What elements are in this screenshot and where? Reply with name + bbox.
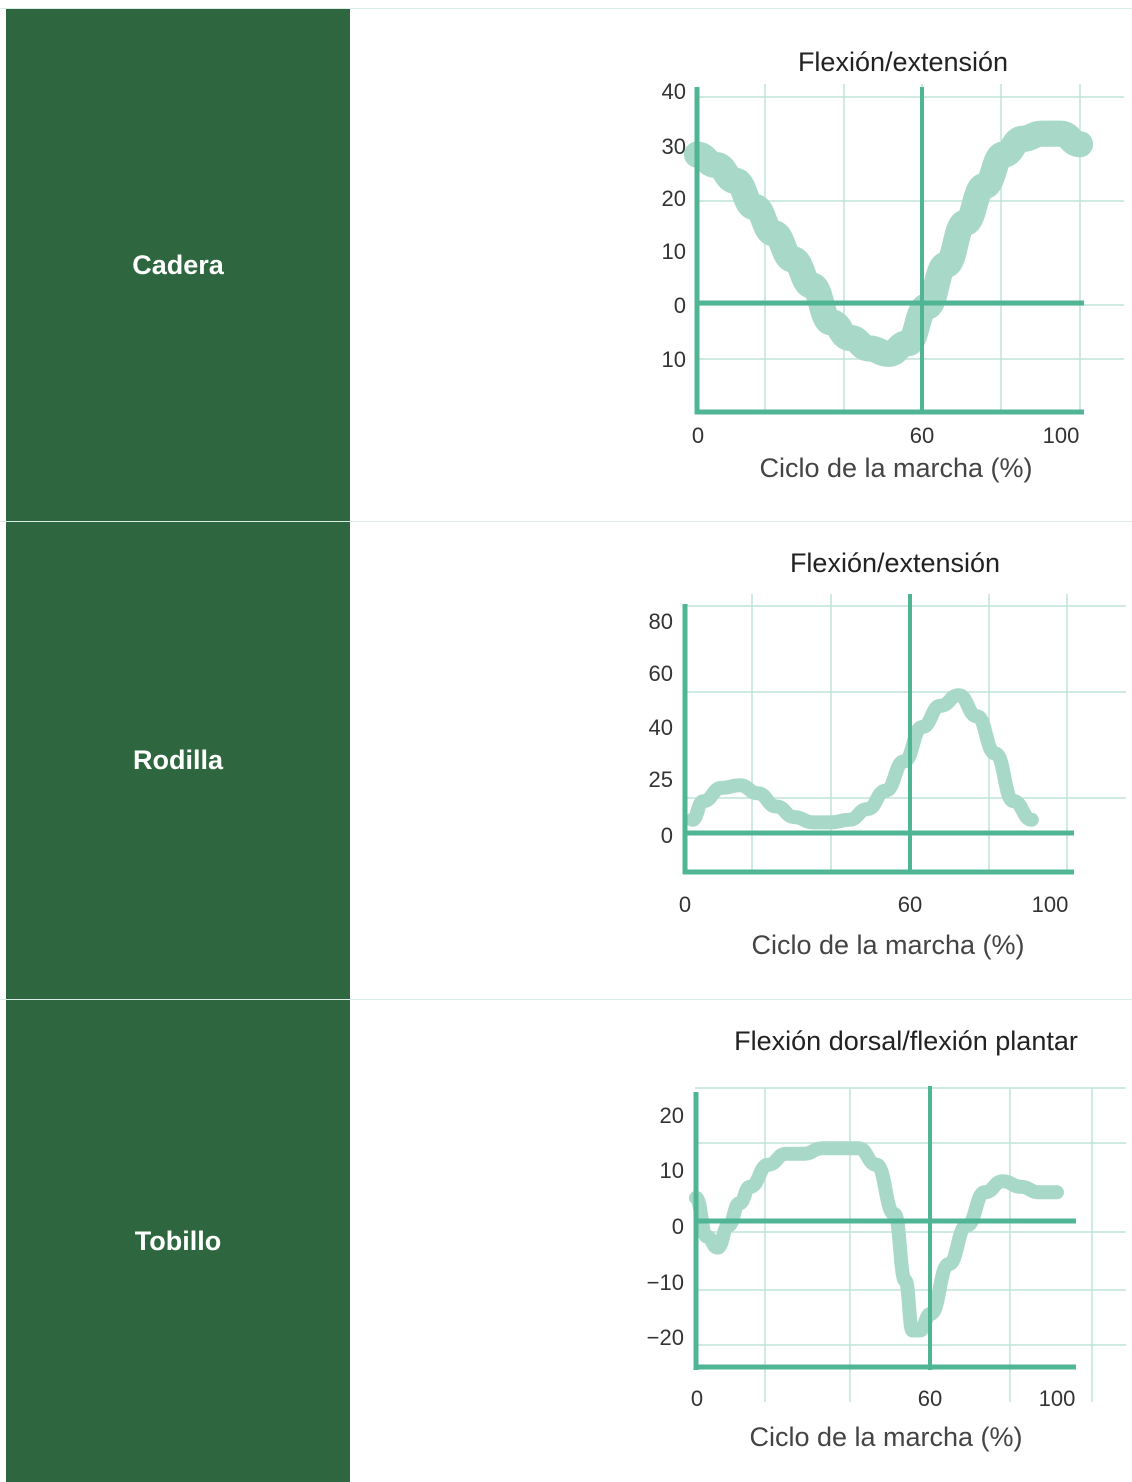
x-tick-labels: 0 60 100 (692, 423, 1079, 448)
x-tick-label: 0 (691, 1386, 703, 1411)
y-tick-label: 25 (649, 767, 673, 792)
y-tick-label: 40 (662, 79, 686, 104)
y-tick-labels: 20 10 0 −10 −20 (647, 1103, 684, 1350)
row-label-cell: Tobillo (6, 1000, 350, 1482)
y-tick-label: 10 (660, 1158, 684, 1183)
chart-title: Flexión dorsal/flexión plantar (734, 1026, 1078, 1056)
x-tick-label: 60 (898, 892, 922, 917)
knee-chart: Flexión/extensión 80 60 40 25 0 0 60 100… (649, 548, 1126, 960)
x-tick-label: 100 (1043, 423, 1080, 448)
row-label-cadera: Cadera (132, 249, 224, 280)
x-tick-labels: 0 60 100 (679, 892, 1068, 917)
x-tick-label: 100 (1039, 1386, 1076, 1411)
ankle-chart: Flexión dorsal/flexión plantar 20 10 0 −… (647, 1026, 1126, 1452)
y-tick-label: 40 (649, 715, 673, 740)
y-tick-label: −20 (647, 1325, 684, 1350)
x-tick-labels: 0 60 100 (691, 1386, 1075, 1411)
y-tick-label: 30 (662, 134, 686, 159)
y-tick-label: 0 (661, 823, 673, 848)
chart-axes (693, 1086, 1076, 1370)
row-label-cell: Rodilla (6, 522, 350, 999)
x-tick-label: 0 (692, 423, 704, 448)
chart-title: Flexión/extensión (790, 548, 1000, 578)
y-tick-labels: 40 30 20 10 0 10 (662, 79, 686, 372)
hip-chart: Flexión/extensión 40 30 20 10 0 10 0 60 … (662, 47, 1124, 483)
y-tick-label: 20 (660, 1103, 684, 1128)
row-label-rodilla: Rodilla (132, 745, 223, 775)
x-tick-label: 0 (679, 892, 691, 917)
x-axis-label: Ciclo de la marcha (%) (749, 1422, 1022, 1452)
row-divider (0, 999, 1132, 1000)
y-tick-label: 0 (674, 293, 686, 318)
y-tick-label: 20 (662, 186, 686, 211)
x-tick-label: 100 (1032, 892, 1069, 917)
x-tick-label: 60 (918, 1386, 942, 1411)
chart-title: Flexión/extensión (798, 47, 1008, 77)
y-tick-label: −10 (647, 1270, 684, 1295)
y-tick-label: 10 (662, 239, 686, 264)
chart-axes (694, 87, 1084, 415)
row-label-tobillo: Tobillo (134, 1225, 222, 1256)
ankle-curve-band (689, 1141, 1064, 1338)
chart-grid (695, 1087, 1126, 1402)
y-tick-label: 60 (649, 661, 673, 686)
chart-axes (682, 594, 1074, 875)
row-divider (0, 521, 1132, 522)
chart-grid (684, 594, 1126, 872)
y-tick-labels: 80 60 40 25 0 (649, 609, 673, 848)
y-tick-label: 0 (672, 1214, 684, 1239)
x-axis-label: Ciclo de la marcha (%) (759, 453, 1032, 483)
table-border-top (0, 8, 1132, 9)
knee-curve-band (685, 688, 1039, 830)
x-tick-label: 60 (910, 423, 934, 448)
x-axis-label: Ciclo de la marcha (%) (751, 930, 1024, 960)
y-tick-label: 10 (662, 347, 686, 372)
row-label-cell: Cadera (6, 9, 350, 521)
y-tick-label: 80 (649, 609, 673, 634)
hip-curve-band (683, 120, 1094, 367)
